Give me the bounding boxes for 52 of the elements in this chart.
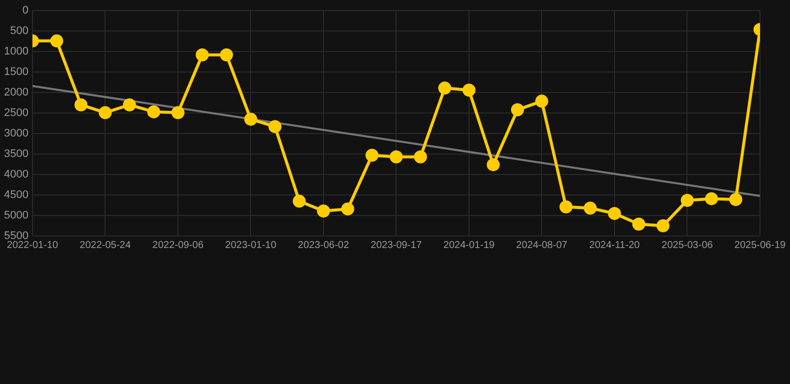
point: [74, 98, 88, 112]
y-tick-label: 4000: [4, 168, 28, 181]
y-tick-label: 5500: [4, 230, 28, 242]
point: [365, 148, 378, 162]
x-tick-label: 2022-09-06: [152, 240, 204, 251]
x-tick-label: 2023-06-02: [298, 240, 350, 251]
point: [50, 34, 64, 48]
point: [390, 150, 403, 164]
point: [656, 219, 670, 232]
point: [729, 193, 742, 206]
point: [705, 192, 718, 206]
point: [608, 206, 621, 220]
point: [171, 106, 184, 120]
x-tick-label: 2022-01-10: [6, 240, 58, 251]
x-tick-label: 2024-01-19: [443, 240, 495, 251]
point: [510, 103, 524, 116]
y-tick-label: 2000: [4, 86, 28, 99]
y-tick-label: 5000: [4, 210, 28, 222]
y-tick-label: 1000: [4, 46, 28, 58]
x-tick-label: 2024-08-07: [516, 240, 568, 251]
x-tick-label: 2023-01-10: [225, 240, 277, 251]
y-tick-label: 500: [10, 25, 28, 38]
point: [584, 202, 597, 215]
point: [486, 158, 500, 172]
point: [341, 202, 354, 216]
point: [220, 48, 233, 62]
x-tick-label: 2025-06-19: [734, 240, 786, 251]
point: [268, 120, 282, 134]
point: [535, 94, 548, 108]
x-tick-label: 2024-11-20: [589, 240, 640, 251]
point: [147, 105, 160, 118]
point: [196, 48, 209, 62]
point: [98, 106, 112, 120]
point: [122, 98, 136, 112]
point: [559, 200, 572, 214]
point: [292, 194, 306, 208]
point: [244, 112, 258, 126]
y-tick-label: 1500: [4, 66, 28, 78]
x-tick-label: 2022-05-24: [80, 240, 132, 251]
point: [414, 150, 427, 164]
point: [680, 194, 694, 207]
y-tick-label: 3000: [4, 128, 28, 140]
point: [316, 204, 330, 218]
x-tick-label: 2023-09-17: [370, 240, 422, 251]
point: [438, 82, 452, 95]
point: [462, 84, 476, 97]
x-tick-label: 2025-03-06: [662, 240, 714, 251]
y-tick-label: 4500: [4, 189, 28, 202]
y-tick-label: 3500: [4, 148, 28, 160]
y-tick-label: 0: [22, 4, 28, 17]
point: [632, 218, 646, 231]
y-tick-label: 2500: [4, 107, 28, 120]
